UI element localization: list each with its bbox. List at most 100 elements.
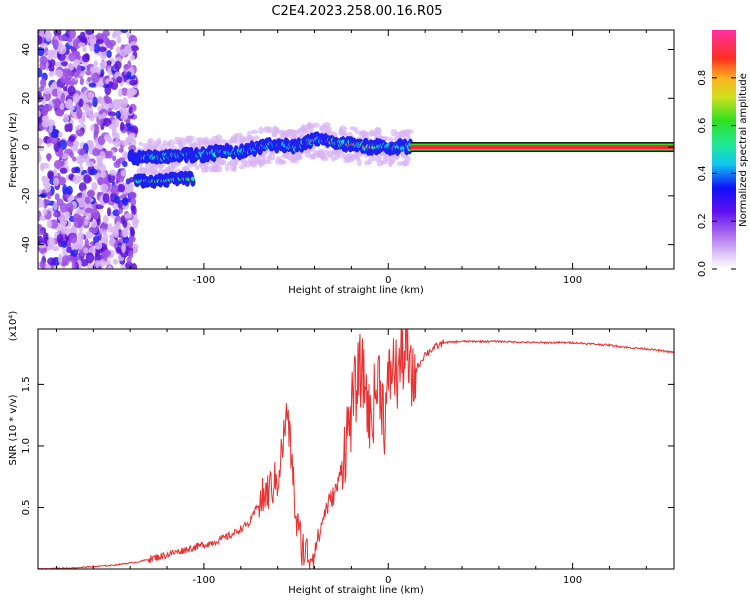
noise-blob <box>59 202 68 213</box>
noise-blob <box>77 231 84 243</box>
noise-blob <box>114 117 120 128</box>
noise-blob <box>98 46 107 52</box>
halo-blob <box>233 139 239 144</box>
noise-blob <box>90 124 95 132</box>
noise-blob <box>126 71 132 78</box>
noise-blob <box>117 183 126 193</box>
noise-blob <box>116 220 121 231</box>
noise-blob <box>94 124 100 136</box>
spectrogram-x-label: Height of straight line (km) <box>288 285 424 296</box>
noise-blob <box>41 106 49 116</box>
noise-blob <box>65 70 73 81</box>
noise-blob <box>108 238 116 246</box>
noise-blob <box>112 155 117 162</box>
noise-blob <box>97 135 106 146</box>
lower-branch-hot-blob <box>190 176 195 181</box>
noise-blob <box>101 112 107 119</box>
snr-y-ticks: 0.5 1.0 1.5 <box>21 376 674 515</box>
halo-blob <box>195 164 200 170</box>
noise-blob <box>84 238 90 250</box>
noise-blob <box>76 108 83 119</box>
noise-blob <box>121 243 126 254</box>
noise-blob <box>100 98 105 109</box>
halo-blob <box>203 165 209 170</box>
noise-blob <box>74 167 81 174</box>
noise-blob <box>39 260 45 269</box>
noise-blob <box>67 122 73 133</box>
tone-band-core <box>410 145 674 150</box>
noise-blob <box>58 253 63 264</box>
noise-blob <box>111 99 121 105</box>
noise-blob <box>85 252 95 264</box>
noise-blob <box>102 193 110 204</box>
noise-blob <box>128 106 133 114</box>
noise-blob <box>65 202 74 214</box>
noise-blob <box>128 88 138 96</box>
snr-y-label: SNR (10 * v/v) <box>8 394 19 465</box>
noise-blob <box>78 98 84 108</box>
halo-blob <box>238 164 246 170</box>
halo-blob <box>258 126 264 135</box>
noise-blob <box>43 87 51 95</box>
snr-y-tick-label: 0.5 <box>21 500 32 516</box>
noise-blob <box>122 236 130 244</box>
noise-blob <box>46 153 51 162</box>
halo-blob <box>220 159 227 166</box>
noise-blob <box>109 184 119 194</box>
noise-blob <box>90 66 97 74</box>
noise-blob <box>39 42 49 49</box>
noise-blob <box>59 103 65 110</box>
noise-blob <box>82 46 87 53</box>
noise-blob <box>115 172 121 182</box>
noise-blob <box>47 170 55 180</box>
snr-x-ticks: -100 0 100 <box>55 329 647 586</box>
noise-blob <box>64 211 71 220</box>
noise-blob <box>106 103 115 109</box>
noise-blob <box>42 208 48 216</box>
noise-blob <box>42 114 50 122</box>
halo-blob <box>406 133 411 139</box>
noise-blob <box>108 123 117 130</box>
colorbar: 0.0 0.2 0.4 0.6 0.8 Normalized spectral ampl… <box>697 30 749 277</box>
noise-blob <box>59 167 68 174</box>
noise-blob <box>40 162 50 169</box>
noise-blob <box>95 204 104 210</box>
noise-blob <box>57 51 66 62</box>
noise-blob <box>93 43 101 54</box>
noise-blob <box>116 35 122 44</box>
noise-blob <box>88 34 97 46</box>
noise-blob <box>77 239 84 250</box>
noise-blob <box>80 36 88 43</box>
noise-blob <box>87 91 95 99</box>
noise-blob <box>53 201 58 211</box>
noise-blob <box>128 191 137 200</box>
noise-blob <box>113 195 121 205</box>
noise-blob <box>53 39 59 50</box>
halo-blob <box>250 129 259 135</box>
halo-blob <box>311 122 320 128</box>
noise-blob <box>97 176 105 186</box>
noise-blob <box>56 86 62 98</box>
halo-blob <box>322 122 331 128</box>
noise-blob <box>89 168 98 176</box>
noise-blob <box>48 71 54 77</box>
noise-blob <box>38 235 44 246</box>
noise-blob <box>91 72 100 84</box>
noise-blob <box>40 55 48 65</box>
noise-blob <box>69 233 78 244</box>
noise-blob <box>129 79 138 86</box>
halo-blob <box>323 154 329 162</box>
noise-blob <box>106 60 112 66</box>
noise-blob <box>96 157 103 167</box>
snr-panel: -100 0 100 0.5 1.0 1.5 Height of straight li… <box>8 311 675 596</box>
noise-blob <box>118 147 124 153</box>
snr-series-line <box>38 329 674 569</box>
halo-blob <box>326 126 332 132</box>
noise-blob <box>45 30 52 42</box>
colorbar-label: Normalized spectral amplitude <box>738 73 749 227</box>
noise-blob <box>38 195 42 204</box>
snr-x-tick-label: 0 <box>385 575 391 586</box>
noise-blob <box>66 185 73 195</box>
noise-blob <box>58 147 64 159</box>
spectrogram-panel: -100 0 100 -40 -20 0 20 40 Height of straight … <box>8 29 675 296</box>
